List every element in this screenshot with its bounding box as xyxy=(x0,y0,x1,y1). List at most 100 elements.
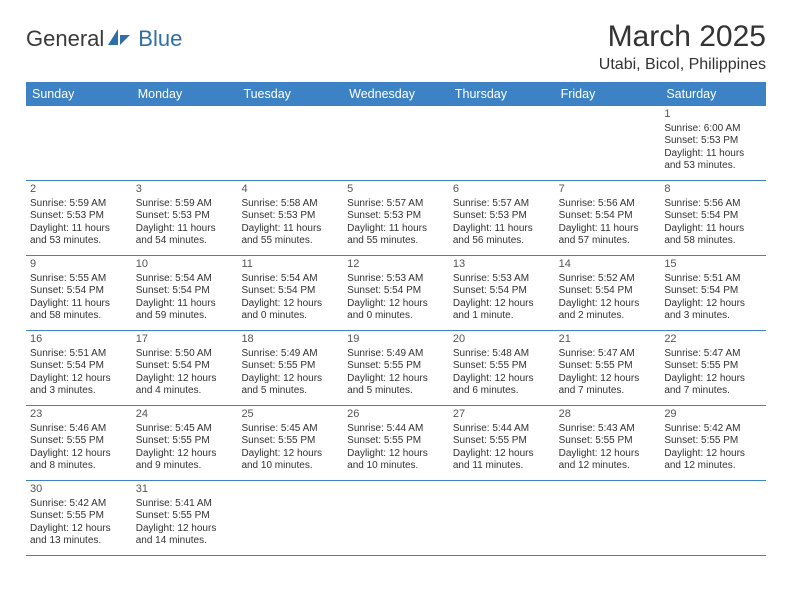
sunrise-line: Sunrise: 5:45 AM xyxy=(241,423,339,436)
day-number: 31 xyxy=(136,483,234,497)
week-row: 16Sunrise: 5:51 AMSunset: 5:54 PM Dayligh… xyxy=(26,331,766,406)
sunset-line: Sunset: 5:53 PM xyxy=(453,210,551,223)
day-number: 6 xyxy=(453,183,551,197)
day-cell: 11Sunrise: 5:54 AMSunset: 5:54 PMDayligh… xyxy=(237,256,343,330)
sunrise-line: Sunrise: 5:47 AM xyxy=(664,348,762,361)
sunset-line: Sunset: 5:55 PM xyxy=(136,435,234,448)
sunset-line: Sunset: 5:53 PM xyxy=(241,210,339,223)
daylight-line: Daylight: 11 hours and 57 minutes. xyxy=(559,223,657,248)
weekday-header: Friday xyxy=(555,82,661,106)
sunset-line: Sunset: 5:54 PM xyxy=(347,285,445,298)
sunrise-line: Sunrise: 5:51 AM xyxy=(30,348,128,361)
day-cell: 12Sunrise: 5:53 AMSunset: 5:54 PMDayligh… xyxy=(343,256,449,330)
sunrise-line: Sunrise: 5:55 AM xyxy=(30,273,128,286)
daylight-line: Daylight: 12 hours and 11 minutes. xyxy=(453,448,551,473)
daylight-line: Daylight: 11 hours and 53 minutes. xyxy=(664,148,762,173)
day-number: 22 xyxy=(664,333,762,347)
day-cell: 23Sunrise: 5:46 AMSunset: 5:55 PMDayligh… xyxy=(26,406,132,480)
daylight-line: Daylight: 12 hours and 14 minutes. xyxy=(136,523,234,548)
day-cell: 20Sunrise: 5:48 AMSunset: 5:55 PMDayligh… xyxy=(449,331,555,405)
sunrise-line: Sunrise: 5:56 AM xyxy=(664,198,762,211)
day-number: 29 xyxy=(664,408,762,422)
day-number: 2 xyxy=(30,183,128,197)
sunset-line: Sunset: 5:55 PM xyxy=(241,360,339,373)
week-row: 2Sunrise: 5:59 AMSunset: 5:53 PMDaylight… xyxy=(26,181,766,256)
sunset-line: Sunset: 5:55 PM xyxy=(664,360,762,373)
day-cell: 19Sunrise: 5:49 AMSunset: 5:55 PMDayligh… xyxy=(343,331,449,405)
weekday-header: Sunday xyxy=(26,82,132,106)
sunrise-line: Sunrise: 5:57 AM xyxy=(453,198,551,211)
day-cell: 16Sunrise: 5:51 AMSunset: 5:54 PMDayligh… xyxy=(26,331,132,405)
sunrise-line: Sunrise: 5:44 AM xyxy=(453,423,551,436)
day-cell: 25Sunrise: 5:45 AMSunset: 5:55 PMDayligh… xyxy=(237,406,343,480)
day-cell: 6Sunrise: 5:57 AMSunset: 5:53 PMDaylight… xyxy=(449,181,555,255)
sunrise-line: Sunrise: 5:43 AM xyxy=(559,423,657,436)
sunrise-line: Sunrise: 5:59 AM xyxy=(30,198,128,211)
week-row: 9Sunrise: 5:55 AMSunset: 5:54 PMDaylight… xyxy=(26,256,766,331)
calendar-grid: SundayMondayTuesdayWednesdayThursdayFrid… xyxy=(26,82,766,556)
sunrise-line: Sunrise: 5:52 AM xyxy=(559,273,657,286)
sunrise-line: Sunrise: 5:50 AM xyxy=(136,348,234,361)
day-number: 28 xyxy=(559,408,657,422)
daylight-line: Daylight: 12 hours and 4 minutes. xyxy=(136,373,234,398)
day-cell: 13Sunrise: 5:53 AMSunset: 5:54 PMDayligh… xyxy=(449,256,555,330)
daylight-line: Daylight: 12 hours and 13 minutes. xyxy=(30,523,128,548)
sunrise-line: Sunrise: 5:47 AM xyxy=(559,348,657,361)
sunrise-line: Sunrise: 5:42 AM xyxy=(30,498,128,511)
daylight-line: Daylight: 11 hours and 56 minutes. xyxy=(453,223,551,248)
sunset-line: Sunset: 5:54 PM xyxy=(30,360,128,373)
day-number: 14 xyxy=(559,258,657,272)
sunset-line: Sunset: 5:55 PM xyxy=(453,360,551,373)
day-number: 19 xyxy=(347,333,445,347)
sunset-line: Sunset: 5:54 PM xyxy=(241,285,339,298)
day-number: 9 xyxy=(30,258,128,272)
empty-cell xyxy=(555,106,661,180)
daylight-line: Daylight: 12 hours and 10 minutes. xyxy=(347,448,445,473)
weekday-header-row: SundayMondayTuesdayWednesdayThursdayFrid… xyxy=(26,82,766,106)
sunset-line: Sunset: 5:53 PM xyxy=(136,210,234,223)
day-cell: 24Sunrise: 5:45 AMSunset: 5:55 PMDayligh… xyxy=(132,406,238,480)
sunset-line: Sunset: 5:55 PM xyxy=(664,435,762,448)
sunrise-line: Sunrise: 5:54 AM xyxy=(241,273,339,286)
sunset-line: Sunset: 5:54 PM xyxy=(664,210,762,223)
daylight-line: Daylight: 12 hours and 5 minutes. xyxy=(347,373,445,398)
day-cell: 2Sunrise: 5:59 AMSunset: 5:53 PMDaylight… xyxy=(26,181,132,255)
day-number: 16 xyxy=(30,333,128,347)
sunrise-line: Sunrise: 5:57 AM xyxy=(347,198,445,211)
daylight-line: Daylight: 11 hours and 53 minutes. xyxy=(30,223,128,248)
day-cell: 7Sunrise: 5:56 AMSunset: 5:54 PMDaylight… xyxy=(555,181,661,255)
sunrise-line: Sunrise: 5:51 AM xyxy=(664,273,762,286)
weekday-header: Saturday xyxy=(660,82,766,106)
daylight-line: Daylight: 12 hours and 0 minutes. xyxy=(241,298,339,323)
day-number: 4 xyxy=(241,183,339,197)
sunset-line: Sunset: 5:53 PM xyxy=(30,210,128,223)
day-number: 8 xyxy=(664,183,762,197)
day-number: 23 xyxy=(30,408,128,422)
daylight-line: Daylight: 12 hours and 6 minutes. xyxy=(453,373,551,398)
sunrise-line: Sunrise: 6:00 AM xyxy=(664,123,762,136)
daylight-line: Daylight: 12 hours and 7 minutes. xyxy=(664,373,762,398)
sunset-line: Sunset: 5:55 PM xyxy=(453,435,551,448)
day-number: 13 xyxy=(453,258,551,272)
daylight-line: Daylight: 12 hours and 12 minutes. xyxy=(559,448,657,473)
day-cell: 4Sunrise: 5:58 AMSunset: 5:53 PMDaylight… xyxy=(237,181,343,255)
sunrise-line: Sunrise: 5:45 AM xyxy=(136,423,234,436)
day-number: 7 xyxy=(559,183,657,197)
title-block: March 2025 Utabi, Bicol, Philippines xyxy=(599,20,766,74)
daylight-line: Daylight: 12 hours and 1 minute. xyxy=(453,298,551,323)
day-cell: 30Sunrise: 5:42 AMSunset: 5:55 PMDayligh… xyxy=(26,481,132,555)
empty-cell xyxy=(343,481,449,555)
sunset-line: Sunset: 5:54 PM xyxy=(559,285,657,298)
week-row: 1Sunrise: 6:00 AMSunset: 5:53 PMDaylight… xyxy=(26,106,766,181)
day-number: 26 xyxy=(347,408,445,422)
sunrise-line: Sunrise: 5:59 AM xyxy=(136,198,234,211)
page-title: March 2025 xyxy=(599,20,766,54)
weeks-container: 1Sunrise: 6:00 AMSunset: 5:53 PMDaylight… xyxy=(26,106,766,556)
daylight-line: Daylight: 11 hours and 55 minutes. xyxy=(347,223,445,248)
day-cell: 27Sunrise: 5:44 AMSunset: 5:55 PMDayligh… xyxy=(449,406,555,480)
sunrise-line: Sunrise: 5:53 AM xyxy=(347,273,445,286)
empty-cell xyxy=(237,481,343,555)
day-cell: 26Sunrise: 5:44 AMSunset: 5:55 PMDayligh… xyxy=(343,406,449,480)
sunset-line: Sunset: 5:54 PM xyxy=(559,210,657,223)
sunset-line: Sunset: 5:54 PM xyxy=(664,285,762,298)
